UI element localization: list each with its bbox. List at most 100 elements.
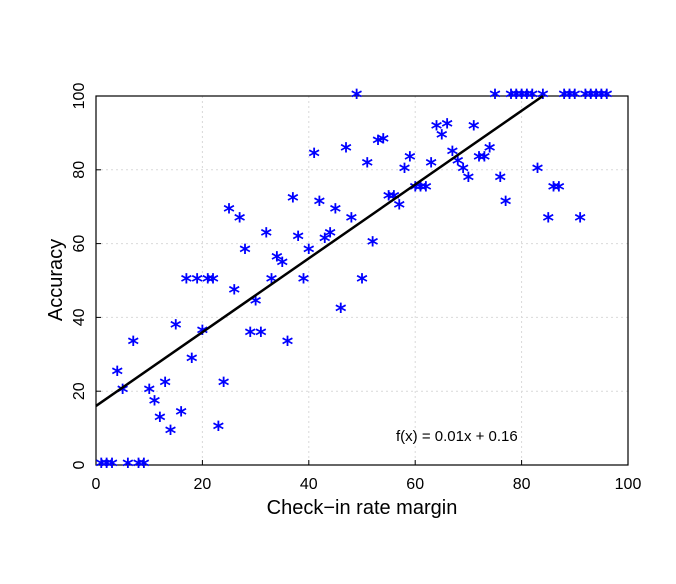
data-point: * [548, 178, 560, 203]
data-point: * [558, 86, 570, 111]
data-point: * [234, 210, 246, 235]
data-point: * [112, 363, 124, 388]
data-point: * [276, 254, 288, 279]
data-point: * [255, 324, 267, 349]
data-point: * [537, 86, 549, 111]
data-point: * [138, 455, 150, 480]
data-point: * [351, 86, 363, 111]
data-point: * [340, 140, 352, 165]
data-point: * [580, 86, 592, 111]
x-tick-label: 80 [513, 476, 531, 493]
data-point: * [362, 154, 374, 179]
data-point: * [117, 381, 129, 406]
data-point: * [516, 86, 528, 111]
x-axis-title: Check−in rate margin [267, 497, 458, 519]
data-point: * [159, 374, 171, 399]
data-point: * [149, 392, 161, 417]
data-point: * [356, 271, 368, 296]
y-tick-label: 60 [71, 235, 88, 253]
data-point: * [223, 200, 235, 225]
data-point: * [271, 248, 283, 273]
data-point: * [553, 178, 565, 203]
data-point: * [463, 169, 475, 194]
data-point: * [282, 333, 294, 358]
data-point: * [298, 271, 310, 296]
data-point: * [468, 117, 480, 142]
y-tick-label: 100 [71, 83, 88, 110]
data-point: * [106, 455, 118, 480]
data-point: * [601, 86, 613, 111]
data-point: * [436, 127, 448, 152]
data-point: * [207, 271, 219, 296]
data-point: * [500, 193, 512, 218]
y-axis-title: Accuracy [45, 239, 67, 321]
data-point: * [378, 130, 390, 155]
data-point: * [213, 418, 225, 443]
data-point: * [415, 178, 427, 203]
x-tick-label: 60 [406, 476, 424, 493]
data-point: * [532, 160, 544, 185]
data-point: * [574, 210, 586, 235]
y-tick-label: 40 [71, 308, 88, 326]
data-point: * [399, 160, 411, 185]
data-point: * [505, 86, 517, 111]
data-point: * [489, 86, 501, 111]
data-point: * [335, 300, 347, 325]
grid [96, 96, 628, 465]
data-point: * [165, 422, 177, 447]
plot-frame [95, 95, 629, 466]
data-point: * [330, 200, 342, 225]
data-point: * [181, 271, 193, 296]
x-tick-label: 100 [615, 476, 642, 493]
data-points: *** * ************************************… [96, 86, 613, 480]
data-point: * [101, 455, 113, 480]
data-point: * [218, 374, 230, 399]
data-point: * [287, 189, 299, 214]
data-point: * [96, 455, 108, 480]
data-point: * [260, 224, 272, 249]
data-point: * [431, 117, 443, 142]
data-point: * [425, 154, 437, 179]
regression-line [95, 94, 544, 407]
data-point: * [479, 149, 491, 174]
data-point: * [372, 132, 384, 157]
data-point: * [596, 86, 608, 111]
data-point: * [495, 169, 507, 194]
data-point: * [308, 145, 320, 170]
data-point: * [245, 324, 257, 349]
data-point: * [473, 149, 485, 174]
data-point: * [292, 228, 304, 253]
data-point: * [564, 86, 576, 111]
data-point: * [143, 381, 155, 406]
data-point: * [133, 455, 145, 480]
data-point: * [122, 455, 134, 480]
regression-equation: f(x) = 0.01x + 0.16 [396, 428, 518, 445]
data-point: * [367, 234, 379, 259]
data-point: * [250, 293, 262, 318]
y-tick-label: 20 [71, 382, 88, 400]
data-point: * [542, 210, 554, 235]
data-point: * [452, 152, 464, 177]
x-tick-label: 0 [92, 476, 101, 493]
data-point: * [441, 116, 453, 141]
data-point: * [170, 317, 182, 342]
y-tick-label: 80 [71, 161, 88, 179]
data-point: * [404, 149, 416, 174]
data-point: * [393, 197, 405, 222]
data-point: * [229, 282, 241, 307]
data-point: * [484, 140, 496, 165]
data-point: * [202, 271, 214, 296]
axis-ticks: 0 20 40 60 80 100 0 20 40 60 80 100 [71, 83, 641, 493]
data-point: * [569, 86, 581, 111]
x-tick-label: 40 [300, 476, 318, 493]
data-point: * [346, 210, 358, 235]
data-point: * [585, 86, 597, 111]
data-point: * [127, 333, 139, 358]
data-point: * [324, 224, 336, 249]
data-point: * [457, 160, 469, 185]
data-point: * [420, 178, 432, 203]
data-point: * [191, 271, 203, 296]
data-point: * [511, 86, 523, 111]
data-point: * [314, 193, 326, 218]
